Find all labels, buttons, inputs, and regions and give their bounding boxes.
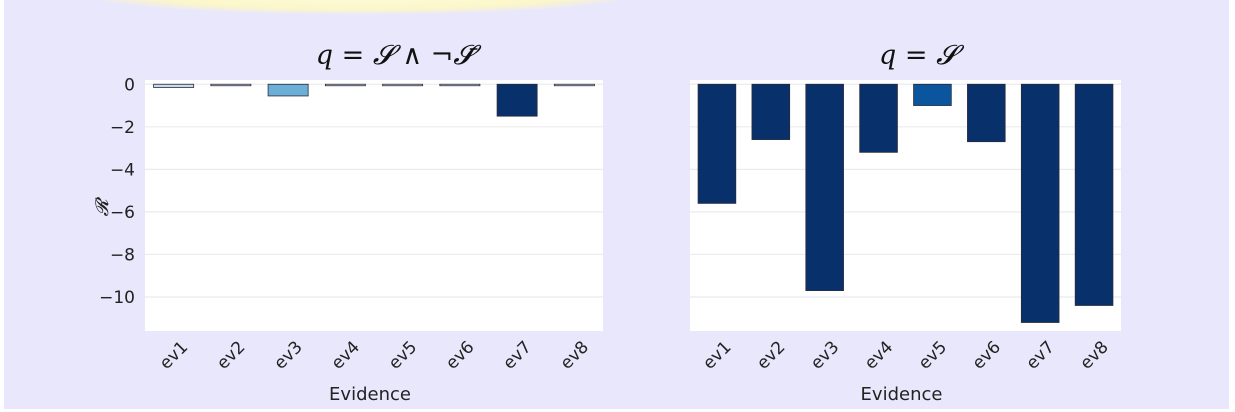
bar-ev6	[967, 83, 1006, 143]
x-tick-label: ev5	[385, 337, 421, 373]
bar-ev8	[553, 83, 595, 87]
x-tick-label: ev3	[270, 337, 306, 373]
y-tick-label: 0	[124, 75, 135, 95]
x-tick-label: ev4	[861, 337, 897, 373]
x-axis-label: Evidence	[329, 384, 411, 405]
x-tick-label: ev7	[499, 337, 535, 373]
y-tick-label: −4	[110, 160, 135, 180]
y-tick-label: −8	[110, 245, 135, 265]
x-tick-label: ev4	[328, 337, 364, 373]
x-tick-label: ev8	[1076, 337, 1112, 373]
x-tick-label: ev6	[969, 337, 1005, 373]
bar-ev7	[1020, 83, 1060, 323]
chart-title: q = 𝓢	[879, 40, 965, 71]
slide-top-highlight	[80, 0, 640, 14]
x-tick-label: ev8	[557, 337, 593, 373]
bar-ev5	[913, 83, 952, 106]
x-tick-label: ev3	[807, 337, 843, 373]
chart-title: q = 𝓢 ∧ ¬𝓢̄	[316, 40, 483, 71]
frame-border-right	[1229, 0, 1235, 412]
bar-ev2	[751, 83, 791, 140]
bar-ev1	[153, 83, 195, 88]
x-tick-label: ev7	[1022, 337, 1058, 373]
x-tick-label: ev5	[915, 337, 951, 373]
chart-left: 0 −2 −4 −6 −8 −10 ev1 ev2 ev3 ev4 ev5 ev6 ev7 ev8 q = …	[92, 40, 603, 405]
x-tick-label: ev2	[753, 337, 789, 373]
y-tick-label: −2	[110, 118, 135, 138]
x-axis-label: Evidence	[861, 384, 943, 405]
x-tick-label: ev1	[156, 337, 192, 373]
bar-ev5	[382, 83, 424, 87]
x-tick-label: ev6	[442, 337, 478, 373]
bar-ev6	[439, 83, 481, 87]
plot-area	[145, 80, 603, 331]
y-tick-label: −10	[99, 288, 135, 308]
x-tick-label: ev1	[699, 337, 735, 373]
bar-ev1	[697, 83, 737, 204]
bar-ev8	[1074, 83, 1114, 306]
bar-ev3	[267, 83, 309, 97]
bar-ev7	[496, 83, 538, 117]
bar-ev4	[324, 83, 366, 87]
bar-ev2	[210, 83, 252, 87]
frame-border-left	[0, 0, 4, 412]
frame-border-bottom	[0, 409, 1235, 412]
bar-ev3	[805, 83, 844, 291]
bar-ev4	[859, 83, 898, 153]
x-tick-label: ev2	[213, 337, 249, 373]
chart-right: ev1 ev2 ev3 ev4 ev5 ev6 ev7 ev8 q = 𝓢 Evidence	[690, 40, 1121, 405]
y-axis-label: 𝓡	[92, 196, 113, 216]
y-tick-label: −6	[110, 203, 135, 223]
